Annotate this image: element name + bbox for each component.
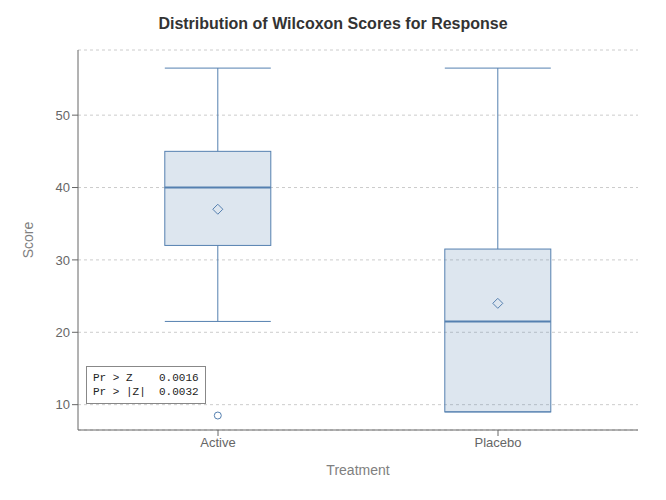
html-text:Pr > Z 0.0016 Pr > |Z| 0.0032: Pr > Z 0.0016 Pr > |Z| 0.0032 <box>93 372 199 398</box>
svg-text:30: 30 <box>56 253 70 268</box>
svg-text:Placebo: Placebo <box>475 435 522 450</box>
svg-text:Score: Score <box>20 222 36 259</box>
svg-text:20: 20 <box>56 325 70 340</box>
svg-text:40: 40 <box>56 180 70 195</box>
svg-text:Treatment: Treatment <box>326 462 389 478</box>
svg-text:10: 10 <box>56 397 70 412</box>
svg-text:Active: Active <box>200 435 235 450</box>
svg-text:50: 50 <box>56 108 70 123</box>
html-text:Distribution of Wilcoxon Score: Distribution of Wilcoxon Scores for Resp… <box>158 15 508 32</box>
